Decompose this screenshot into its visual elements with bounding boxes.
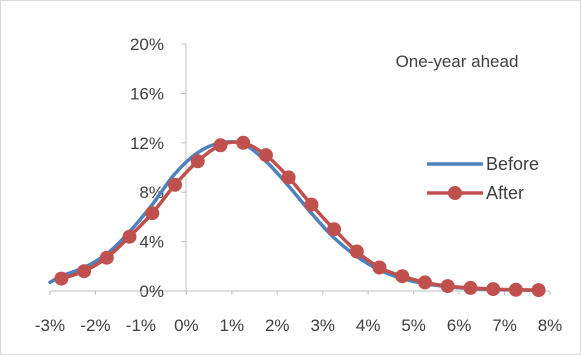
series-point-after <box>213 138 228 153</box>
series-point-after <box>77 264 92 279</box>
x-tick-label: -2% <box>80 316 110 335</box>
x-tick-label: -3% <box>35 316 65 335</box>
series-layer <box>48 135 546 298</box>
x-tick-label: 2% <box>265 316 290 335</box>
chart-annotation: One-year ahead <box>396 52 519 71</box>
y-tick-label: 0% <box>139 282 164 301</box>
series-point-after <box>122 229 137 244</box>
x-tick-label: 3% <box>310 316 335 335</box>
x-tick-label: 6% <box>447 316 472 335</box>
series-point-after <box>418 275 432 290</box>
y-tick-label: 16% <box>130 84 164 103</box>
series-point-after <box>236 135 251 150</box>
x-tick-label: 5% <box>401 316 426 335</box>
legend-label-after: After <box>486 183 524 203</box>
legend-marker-after <box>448 186 462 200</box>
legend: Before After <box>427 154 539 203</box>
x-tick-label: 1% <box>220 316 245 335</box>
series-point-after <box>258 148 273 163</box>
series-point-after <box>440 279 455 294</box>
y-tick-label: 20% <box>130 35 164 54</box>
series-point-after <box>531 283 546 298</box>
series-point-after <box>54 271 69 286</box>
series-point-after <box>281 170 296 185</box>
series-point-after <box>508 282 523 297</box>
series-point-after <box>463 280 478 295</box>
series-point-after <box>168 177 182 192</box>
series-point-after <box>349 244 364 259</box>
x-tick-label: 4% <box>356 316 381 335</box>
y-tick-label: 4% <box>139 233 164 252</box>
series-point-after <box>395 269 410 284</box>
y-tick-label: 12% <box>130 134 164 153</box>
series-point-after <box>486 282 501 297</box>
series-point-after <box>145 206 160 221</box>
x-tick-label: -1% <box>126 316 156 335</box>
legend-label-before: Before <box>486 154 539 174</box>
x-tick-label: 7% <box>492 316 517 335</box>
x-tick-label: 0% <box>174 316 199 335</box>
series-line-after <box>59 140 541 292</box>
series-point-after <box>304 197 319 212</box>
series-point-after <box>99 250 114 265</box>
x-tick-label: 8% <box>538 316 563 335</box>
series-point-after <box>190 154 205 169</box>
series-point-after <box>372 260 387 275</box>
series-point-after <box>327 222 342 237</box>
